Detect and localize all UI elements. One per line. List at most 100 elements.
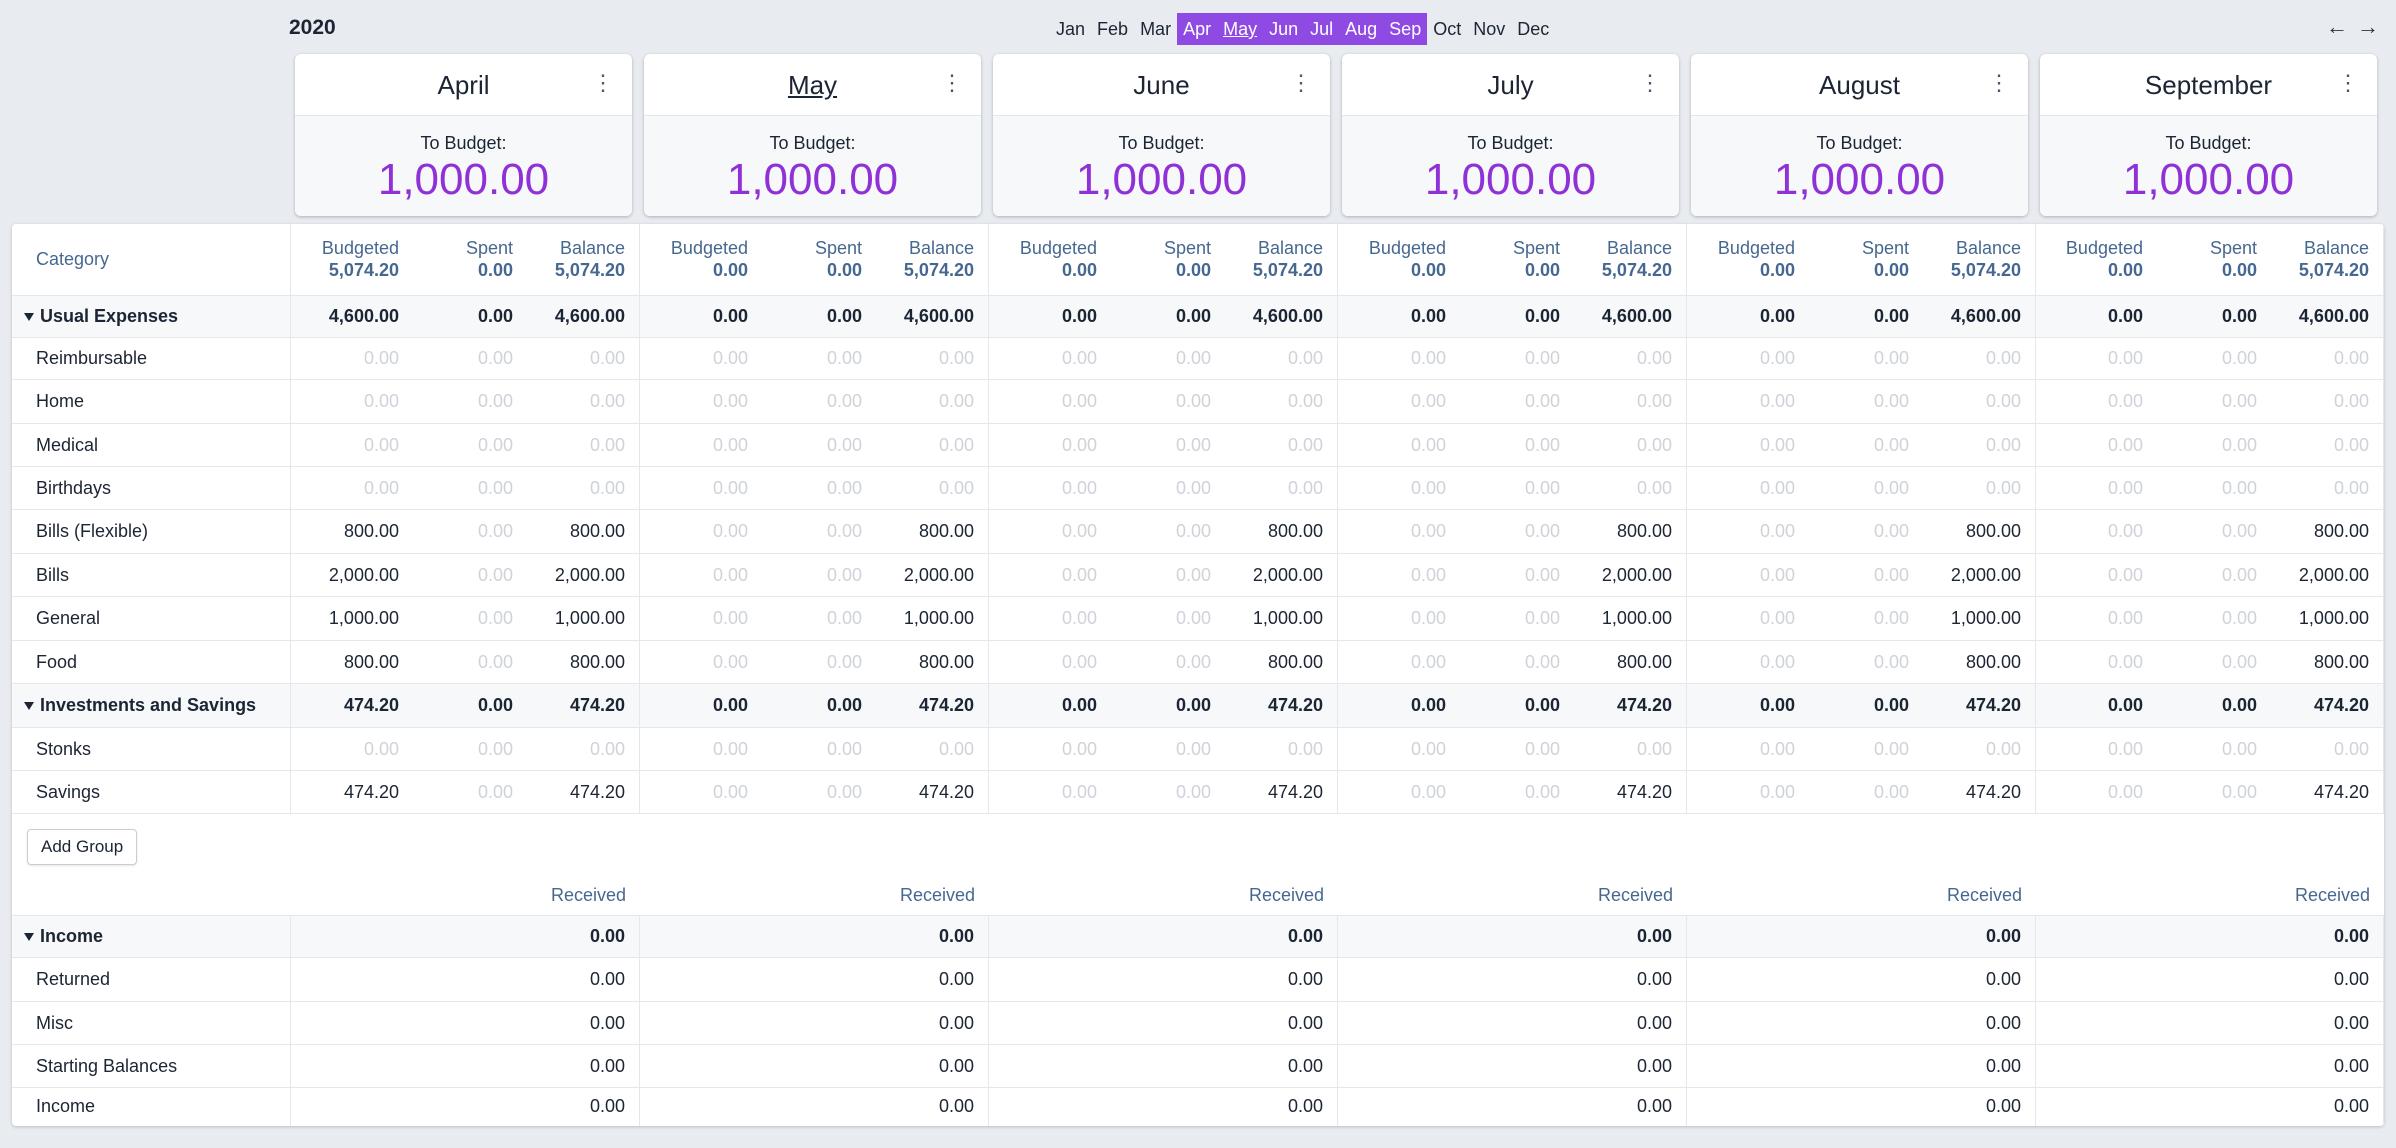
month-picker-feb[interactable]: Feb	[1097, 19, 1129, 39]
month-name[interactable]: June	[1133, 70, 1190, 100]
budgeted-value[interactable]: 0.00	[1061, 348, 1097, 368]
category-name[interactable]: Returned	[36, 969, 110, 990]
category-name-cell[interactable]: Medical	[12, 424, 291, 466]
category-name-cell[interactable]: Savings	[12, 771, 291, 813]
category-name[interactable]: Bills	[36, 565, 69, 586]
budgeted-value[interactable]: 0.00	[1759, 781, 1795, 802]
budgeted-value[interactable]: 1,000.00	[328, 608, 399, 628]
budgeted-value[interactable]: 0.00	[2107, 521, 2143, 541]
budgeted-value[interactable]: 0.00	[712, 477, 748, 498]
budgeted-value[interactable]: 0.00	[2107, 608, 2143, 628]
budgeted-value[interactable]: 0.00	[1061, 477, 1097, 498]
menu-kebab-icon[interactable]: ⋮	[941, 70, 963, 95]
budgeted-value[interactable]: 0.00	[1410, 477, 1446, 498]
budgeted-value[interactable]: 474.20	[343, 781, 399, 802]
budgeted-value[interactable]: 800.00	[343, 521, 399, 541]
budgeted-value[interactable]: 0.00	[1759, 477, 1795, 498]
category-name-cell[interactable]: Reimbursable	[12, 338, 291, 379]
budgeted-value[interactable]: 0.00	[1410, 521, 1446, 541]
budgeted-value[interactable]: 0.00	[712, 608, 748, 628]
budgeted-value[interactable]: 0.00	[2107, 434, 2143, 455]
budgeted-value[interactable]: 0.00	[1061, 521, 1097, 541]
budgeted-value[interactable]: 0.00	[1410, 434, 1446, 455]
budgeted-value[interactable]: 4,600.00	[328, 306, 399, 326]
category-name-cell[interactable]: Food	[12, 641, 291, 683]
category-name[interactable]: Income	[36, 1096, 95, 1117]
category-name[interactable]: Home	[36, 391, 84, 412]
budgeted-value[interactable]: 0.00	[1759, 306, 1795, 326]
budgeted-value[interactable]: 0.00	[1410, 738, 1446, 759]
budgeted-value[interactable]: 0.00	[363, 477, 399, 498]
category-name[interactable]: Investments and Savings	[24, 695, 256, 716]
budgeted-value[interactable]: 0.00	[712, 521, 748, 541]
menu-kebab-icon[interactable]: ⋮	[2337, 70, 2359, 95]
budgeted-value[interactable]: 0.00	[1061, 651, 1097, 672]
month-name[interactable]: July	[1487, 70, 1534, 100]
budgeted-value[interactable]: 0.00	[1061, 781, 1097, 802]
budgeted-value[interactable]: 0.00	[2107, 781, 2143, 802]
category-name[interactable]: Food	[36, 652, 77, 673]
menu-kebab-icon[interactable]: ⋮	[592, 70, 614, 95]
category-name[interactable]: Reimbursable	[36, 348, 147, 369]
budgeted-value[interactable]: 2,000.00	[328, 564, 399, 585]
budgeted-value[interactable]: 0.00	[1410, 391, 1446, 411]
month-picker-apr[interactable]: Apr	[1177, 13, 1218, 45]
budgeted-value[interactable]: 0.00	[363, 434, 399, 455]
menu-kebab-icon[interactable]: ⋮	[1639, 70, 1661, 95]
budgeted-value[interactable]: 0.00	[1410, 608, 1446, 628]
budgeted-value[interactable]: 0.00	[1759, 434, 1795, 455]
budgeted-value[interactable]: 0.00	[2107, 695, 2143, 715]
category-name[interactable]: Misc	[36, 1013, 73, 1034]
month-name[interactable]: September	[2144, 70, 2273, 100]
budgeted-value[interactable]: 474.20	[343, 695, 399, 715]
category-name[interactable]: General	[36, 608, 100, 629]
month-name[interactable]: May	[787, 70, 838, 100]
month-picker-may[interactable]: May	[1217, 13, 1264, 45]
budgeted-value[interactable]: 0.00	[1410, 348, 1446, 368]
budgeted-value[interactable]: 0.00	[712, 391, 748, 411]
budgeted-value[interactable]: 0.00	[1061, 608, 1097, 628]
month-picker-jul[interactable]: Jul	[1304, 13, 1340, 45]
collapse-triangle-icon[interactable]	[24, 702, 34, 711]
budgeted-value[interactable]: 0.00	[1410, 651, 1446, 672]
budgeted-value[interactable]: 0.00	[1410, 564, 1446, 585]
next-month-arrow-icon[interactable]: →	[2357, 14, 2379, 39]
category-name[interactable]: Medical	[36, 435, 98, 456]
month-picker-sep[interactable]: Sep	[1383, 13, 1428, 45]
budgeted-value[interactable]: 0.00	[1759, 564, 1795, 585]
category-name[interactable]: Bills (Flexible)	[36, 521, 148, 542]
category-name-cell[interactable]: Bills	[12, 554, 291, 596]
budgeted-value[interactable]: 0.00	[1410, 695, 1446, 715]
budgeted-value[interactable]: 0.00	[1759, 348, 1795, 368]
menu-kebab-icon[interactable]: ⋮	[1988, 70, 2010, 95]
budgeted-value[interactable]: 0.00	[712, 348, 748, 368]
budgeted-value[interactable]: 0.00	[1759, 651, 1795, 672]
budgeted-value[interactable]: 0.00	[363, 738, 399, 759]
budgeted-value[interactable]: 0.00	[2107, 738, 2143, 759]
budgeted-value[interactable]: 0.00	[712, 434, 748, 455]
budgeted-value[interactable]: 0.00	[712, 781, 748, 802]
collapse-triangle-icon[interactable]	[24, 933, 34, 942]
collapse-triangle-icon[interactable]	[24, 313, 34, 322]
budgeted-value[interactable]: 0.00	[1759, 391, 1795, 411]
budgeted-value[interactable]: 0.00	[1759, 738, 1795, 759]
budgeted-value[interactable]: 0.00	[712, 695, 748, 715]
category-name[interactable]: Stonks	[36, 739, 91, 760]
budgeted-value[interactable]: 0.00	[712, 306, 748, 326]
budgeted-value[interactable]: 0.00	[363, 348, 399, 368]
month-picker-oct[interactable]: Oct	[1433, 19, 1462, 39]
budgeted-value[interactable]: 0.00	[1410, 781, 1446, 802]
category-name-cell[interactable]: Birthdays	[12, 467, 291, 509]
category-name[interactable]: Savings	[36, 782, 100, 803]
budgeted-value[interactable]: 0.00	[1061, 695, 1097, 715]
category-name[interactable]: Usual Expenses	[24, 306, 178, 327]
budgeted-value[interactable]: 0.00	[2107, 348, 2143, 368]
budgeted-value[interactable]: 0.00	[1061, 738, 1097, 759]
month-picker-dec[interactable]: Dec	[1517, 19, 1550, 39]
budgeted-value[interactable]: 0.00	[2107, 391, 2143, 411]
month-picker-aug[interactable]: Aug	[1339, 13, 1384, 45]
budgeted-value[interactable]: 0.00	[1759, 695, 1795, 715]
budgeted-value[interactable]: 0.00	[1061, 434, 1097, 455]
budgeted-value[interactable]: 0.00	[363, 391, 399, 411]
month-name[interactable]: August	[1819, 70, 1900, 100]
